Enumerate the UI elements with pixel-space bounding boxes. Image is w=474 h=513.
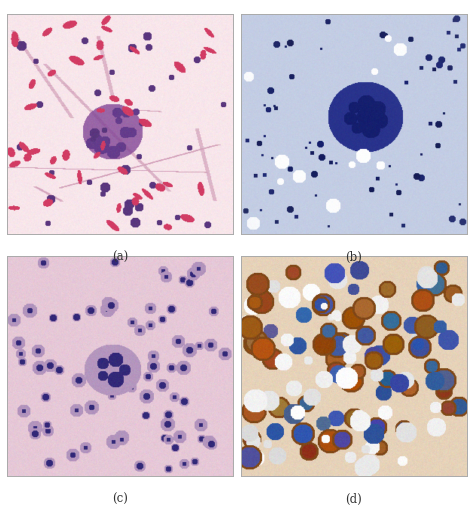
Text: (c): (c) [112,492,128,505]
Text: (a): (a) [112,251,128,264]
Text: (d): (d) [346,492,362,505]
Text: (b): (b) [346,251,362,264]
